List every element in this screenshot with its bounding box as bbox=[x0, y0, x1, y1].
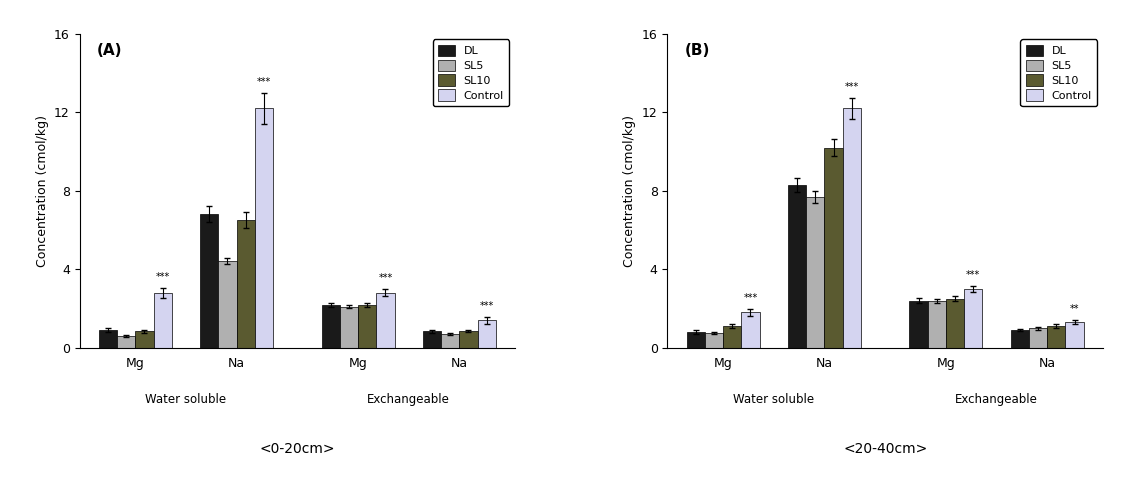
Bar bbox=[200, 214, 218, 348]
Bar bbox=[423, 331, 441, 348]
Bar bbox=[153, 293, 172, 348]
Bar bbox=[843, 108, 861, 348]
Text: Exchangeable: Exchangeable bbox=[955, 393, 1038, 406]
Text: **: ** bbox=[1070, 304, 1079, 314]
Bar bbox=[1047, 326, 1065, 348]
Text: ***: *** bbox=[744, 293, 757, 303]
Text: Water soluble: Water soluble bbox=[146, 393, 226, 406]
Bar bbox=[236, 220, 255, 348]
Bar bbox=[117, 336, 135, 348]
Bar bbox=[459, 331, 478, 348]
Bar bbox=[964, 289, 982, 348]
Text: Exchangeable: Exchangeable bbox=[367, 393, 450, 406]
Bar bbox=[1011, 330, 1029, 348]
Text: ***: *** bbox=[845, 82, 858, 92]
Text: ***: *** bbox=[966, 270, 980, 280]
Bar bbox=[806, 197, 824, 348]
Bar bbox=[788, 185, 806, 348]
Text: ***: *** bbox=[480, 301, 493, 311]
Text: <0-20cm>: <0-20cm> bbox=[259, 442, 335, 456]
Bar bbox=[687, 332, 705, 348]
Text: <20-40cm>: <20-40cm> bbox=[843, 442, 928, 456]
Text: ***: *** bbox=[379, 273, 392, 284]
Text: ***: *** bbox=[257, 77, 271, 87]
Bar bbox=[441, 334, 459, 348]
Bar bbox=[1029, 328, 1047, 348]
Bar bbox=[1065, 322, 1084, 348]
Bar bbox=[723, 326, 741, 348]
Y-axis label: Concentration (cmol/kg): Concentration (cmol/kg) bbox=[623, 115, 637, 267]
Bar bbox=[135, 331, 153, 348]
Bar bbox=[340, 307, 358, 348]
Bar bbox=[705, 333, 723, 348]
Bar bbox=[376, 293, 395, 348]
Bar bbox=[478, 320, 496, 348]
Bar bbox=[322, 305, 340, 348]
Legend: DL, SL5, SL10, Control: DL, SL5, SL10, Control bbox=[432, 40, 509, 106]
Y-axis label: Concentration (cmol/kg): Concentration (cmol/kg) bbox=[35, 115, 49, 267]
Text: Water soluble: Water soluble bbox=[733, 393, 814, 406]
Bar bbox=[946, 298, 964, 348]
Text: ***: *** bbox=[156, 272, 169, 282]
Bar bbox=[255, 108, 273, 348]
Text: (B): (B) bbox=[684, 43, 711, 58]
Bar bbox=[218, 261, 236, 348]
Bar bbox=[910, 300, 928, 348]
Text: (A): (A) bbox=[97, 43, 123, 58]
Bar bbox=[741, 313, 760, 348]
Bar bbox=[99, 330, 117, 348]
Legend: DL, SL5, SL10, Control: DL, SL5, SL10, Control bbox=[1020, 40, 1097, 106]
Bar bbox=[928, 300, 946, 348]
Bar bbox=[824, 148, 843, 348]
Bar bbox=[358, 305, 376, 348]
